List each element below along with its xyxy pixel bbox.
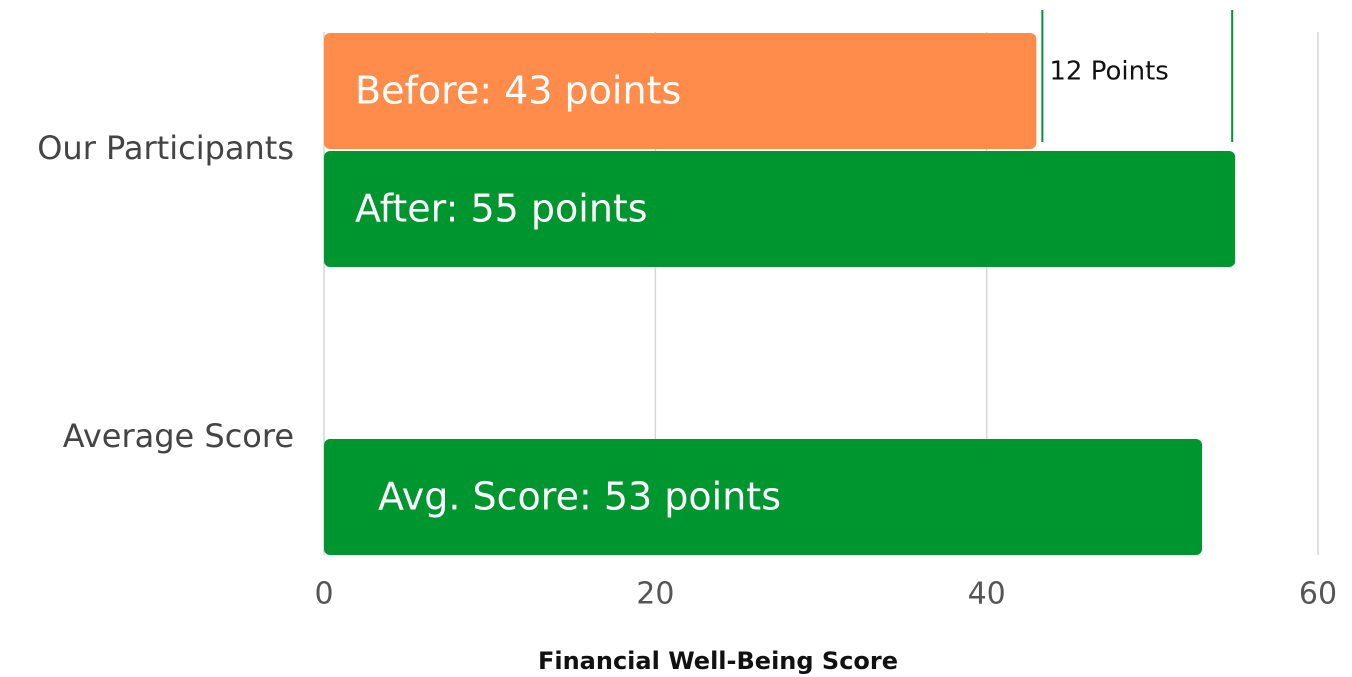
bar-label: Avg. Score: 53 points bbox=[378, 475, 781, 519]
x-tick-label: 40 bbox=[968, 577, 1006, 612]
bar bbox=[324, 439, 1203, 555]
y-tick-label: Our Participants bbox=[37, 129, 294, 167]
bar bbox=[324, 33, 1037, 149]
x-tick-label: 60 bbox=[1299, 577, 1337, 612]
bar bbox=[324, 151, 1236, 267]
x-tick-label: 0 bbox=[314, 577, 333, 612]
bar-label: Before: 43 points bbox=[355, 69, 681, 113]
x-axis-label: Financial Well-Being Score bbox=[538, 647, 898, 675]
y-tick-label: Average Score bbox=[63, 417, 294, 455]
bar-label: After: 55 points bbox=[355, 187, 648, 231]
annotation: 12 Points bbox=[1049, 57, 1168, 87]
x-tick-label: 20 bbox=[636, 577, 674, 612]
